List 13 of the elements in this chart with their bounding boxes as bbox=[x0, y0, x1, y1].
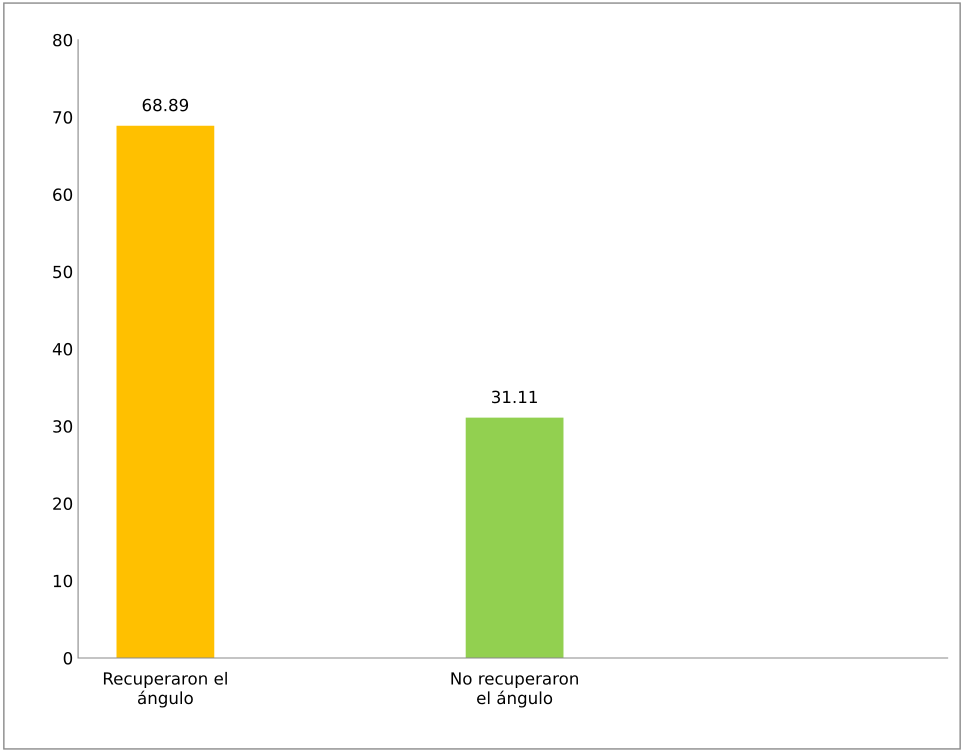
y-tick-label: 20 bbox=[53, 497, 72, 510]
x-tick-label: Recuperaron el ángulo bbox=[104, 672, 227, 708]
y-tick-label: 80 bbox=[53, 34, 72, 46]
y-tick-label: 10 bbox=[54, 574, 72, 588]
y-tick-label: 50 bbox=[53, 266, 72, 278]
data-label: 31.11 bbox=[492, 390, 537, 404]
y-tick-label: 40 bbox=[52, 342, 72, 356]
y-tick-label: 0 bbox=[64, 652, 72, 665]
y-tick-label: 30 bbox=[53, 420, 72, 433]
y-tick-label: 70 bbox=[53, 111, 72, 124]
x-tick-label: No recuperaron el ángulo bbox=[451, 672, 578, 708]
data-label: 68.89 bbox=[142, 98, 188, 112]
y-tick-label: 60 bbox=[53, 188, 72, 201]
